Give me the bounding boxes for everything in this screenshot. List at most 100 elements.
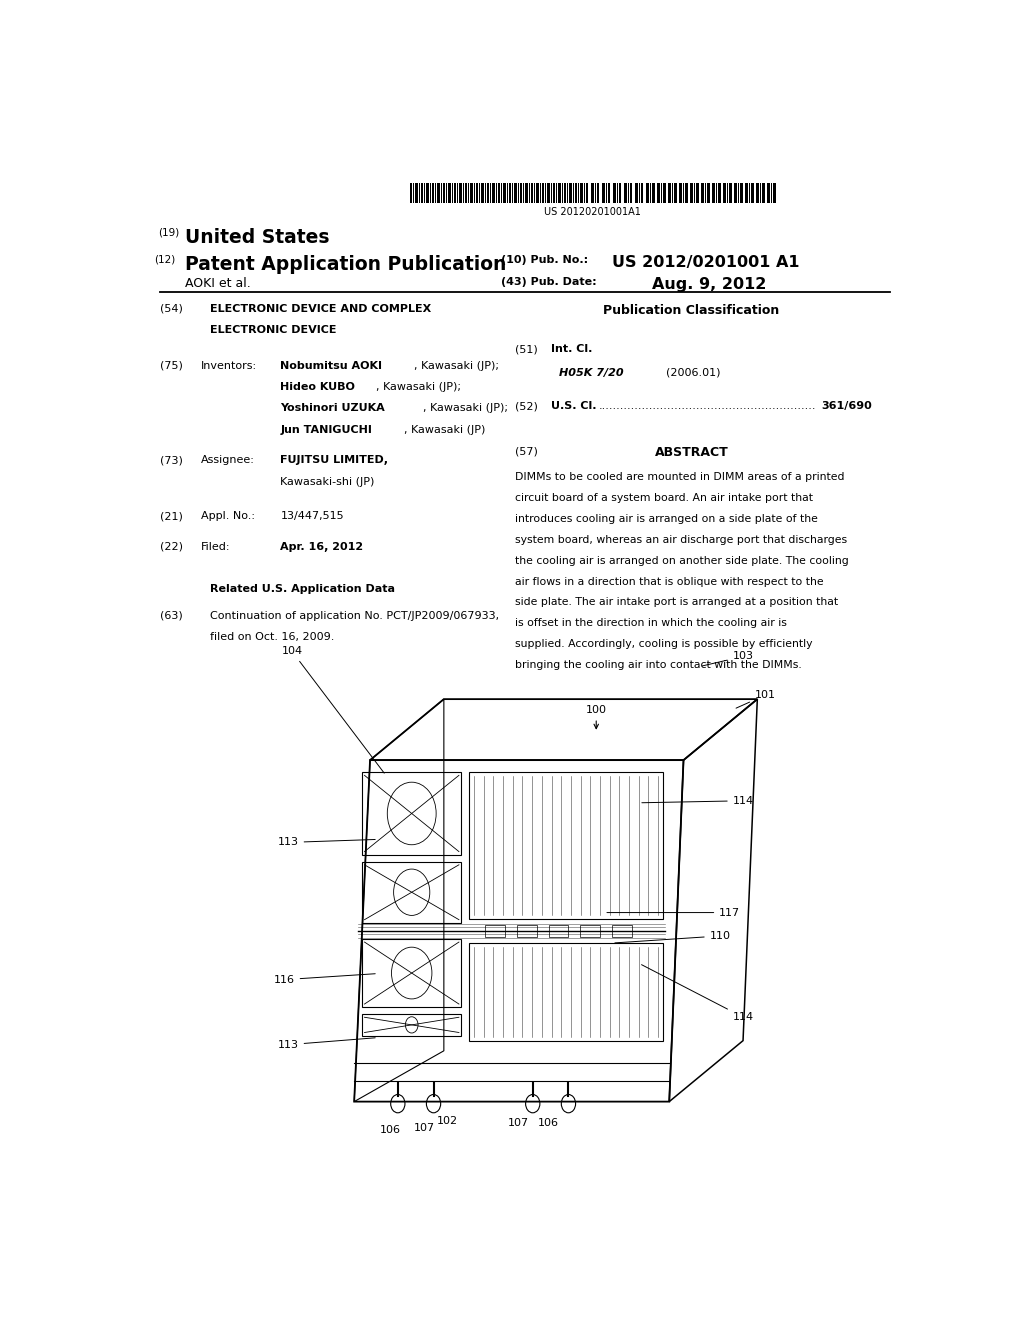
Text: 116: 116 (273, 974, 375, 985)
Bar (696, 182, 697, 203)
Text: AOKI et al.: AOKI et al. (185, 277, 251, 290)
Text: 114: 114 (642, 796, 754, 805)
Bar (362, 772, 461, 854)
Bar (514, 182, 516, 203)
Text: (73): (73) (160, 455, 182, 465)
Bar (449, 182, 451, 203)
Bar (734, 182, 736, 203)
Text: 117: 117 (607, 908, 740, 917)
Text: Apr. 16, 2012: Apr. 16, 2012 (281, 541, 364, 552)
Text: Appl. No.:: Appl. No.: (201, 511, 255, 521)
Bar (493, 182, 495, 203)
Text: 104: 104 (282, 647, 384, 774)
Bar (723, 182, 725, 203)
Text: (22): (22) (160, 541, 182, 552)
Bar (454, 182, 456, 203)
Bar (517, 925, 537, 937)
Bar (442, 182, 444, 203)
Bar (685, 182, 687, 203)
Text: Int. Cl.: Int. Cl. (551, 345, 592, 354)
Text: Related U.S. Application Data: Related U.S. Application Data (210, 585, 394, 594)
Bar (470, 182, 472, 203)
Text: 113: 113 (278, 1038, 375, 1049)
Text: 114: 114 (642, 965, 754, 1022)
Text: Aug. 9, 2012: Aug. 9, 2012 (652, 277, 766, 292)
Bar (558, 182, 560, 203)
Bar (707, 182, 709, 203)
Text: , Kawasaki (JP): , Kawasaki (JP) (404, 425, 485, 434)
Bar (362, 1014, 461, 1036)
Bar (757, 182, 759, 203)
Bar (613, 182, 615, 203)
Text: (19): (19) (158, 227, 179, 238)
Text: (54): (54) (160, 304, 182, 314)
Bar (586, 182, 588, 203)
Text: supplied. Accordingly, cooling is possible by efficiently: supplied. Accordingly, cooling is possib… (515, 639, 813, 649)
Bar (581, 182, 583, 203)
Text: United States: United States (185, 227, 330, 247)
Text: 107: 107 (414, 1123, 434, 1133)
Bar (679, 182, 681, 203)
Bar (574, 182, 577, 203)
Bar (690, 182, 692, 203)
Bar (569, 182, 571, 203)
Bar (421, 182, 423, 203)
Text: Jun TANIGUCHI: Jun TANIGUCHI (281, 425, 373, 434)
Text: , Kawasaki (JP);: , Kawasaki (JP); (376, 381, 461, 392)
Text: (12): (12) (155, 255, 175, 265)
Bar (525, 182, 527, 203)
Text: circuit board of a system board. An air intake port that: circuit board of a system board. An air … (515, 494, 813, 503)
Bar (537, 182, 539, 203)
Text: (43) Pub. Date:: (43) Pub. Date: (501, 277, 597, 288)
Text: (63): (63) (160, 611, 182, 620)
Bar (751, 182, 753, 203)
Text: 103: 103 (702, 652, 754, 667)
Text: DIMMs to be cooled are mounted in DIMM areas of a printed: DIMMs to be cooled are mounted in DIMM a… (515, 473, 845, 483)
Bar (718, 182, 720, 203)
Bar (597, 182, 599, 203)
Text: 102: 102 (437, 1115, 459, 1126)
Bar (426, 182, 428, 203)
Text: ELECTRONIC DEVICE: ELECTRONIC DEVICE (210, 325, 336, 335)
Bar (542, 182, 544, 203)
Bar (459, 182, 461, 203)
Bar (481, 182, 483, 203)
Bar (701, 182, 703, 203)
Bar (767, 182, 769, 203)
Text: introduces cooling air is arranged on a side plate of the: introduces cooling air is arranged on a … (515, 515, 818, 524)
Bar (564, 182, 565, 203)
Bar (553, 182, 555, 203)
Bar (745, 182, 748, 203)
Text: (10) Pub. No.:: (10) Pub. No.: (501, 255, 588, 265)
Bar (652, 182, 653, 203)
Text: Filed:: Filed: (201, 541, 230, 552)
Bar (476, 182, 477, 203)
Bar (729, 182, 731, 203)
Text: side plate. The air intake port is arranged at a position that: side plate. The air intake port is arran… (515, 598, 839, 607)
Text: 100: 100 (586, 705, 607, 729)
Bar (663, 182, 665, 203)
Bar (669, 182, 671, 203)
Bar (498, 182, 500, 203)
Bar (432, 182, 433, 203)
Text: ELECTRONIC DEVICE AND COMPLEX: ELECTRONIC DEVICE AND COMPLEX (210, 304, 431, 314)
Bar (530, 182, 532, 203)
Bar (437, 182, 439, 203)
Bar (635, 182, 637, 203)
Bar (547, 182, 549, 203)
Text: Continuation of application No. PCT/JP2009/067933,: Continuation of application No. PCT/JP20… (210, 611, 499, 620)
Bar (762, 182, 764, 203)
Bar (465, 182, 467, 203)
Text: 107: 107 (508, 1118, 529, 1129)
Text: 101: 101 (736, 690, 776, 708)
Bar (657, 182, 659, 203)
Text: 110: 110 (614, 931, 731, 942)
Bar (591, 182, 593, 203)
Bar (630, 182, 632, 203)
Text: is offset in the direction in which the cooling air is: is offset in the direction in which the … (515, 618, 787, 628)
Bar (740, 182, 741, 203)
Text: ............................................................: ........................................… (599, 401, 816, 412)
Bar (608, 182, 609, 203)
Text: Patent Application Publication: Patent Application Publication (185, 255, 507, 275)
Text: (2006.01): (2006.01) (666, 368, 721, 378)
